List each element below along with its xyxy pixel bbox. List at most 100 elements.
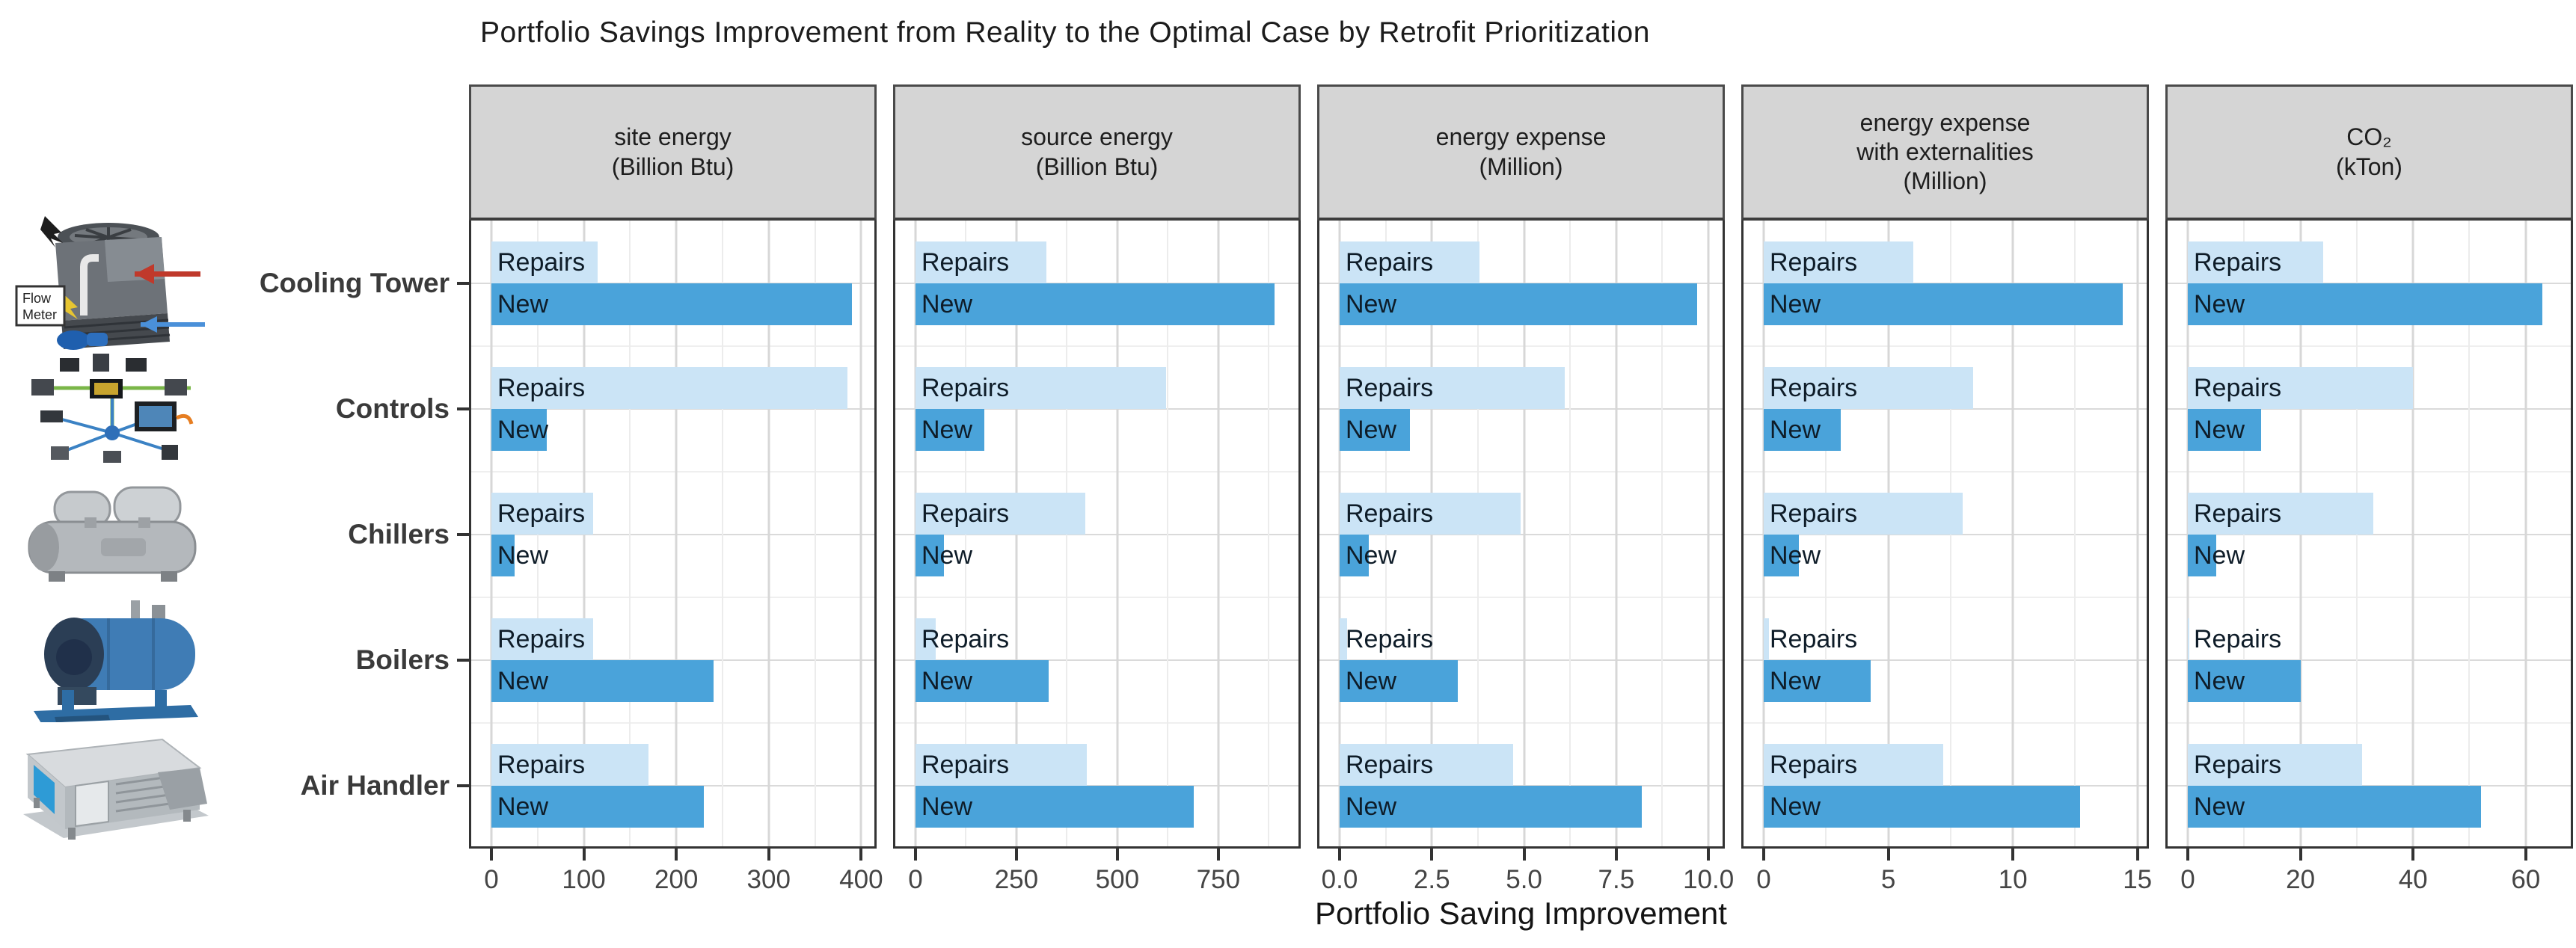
y-tick-mark [457,659,469,662]
facet-strip-header: CO₂ (kTon) [2165,84,2573,221]
x-tick-label: 20 [2286,865,2316,894]
strip-title-line: (Million) [1479,153,1563,180]
gridline-h-major [1744,534,2147,535]
bar-repairs-cooling-tower [491,241,598,283]
x-tick-label: 0 [484,865,499,894]
bar-label: Repairs [2194,751,2282,779]
x-tick-label: 10.0 [1683,865,1735,894]
bar-label: New [1770,667,1821,695]
bar-label: Repairs [497,499,586,528]
facet-2: energy expense (Million) Repairs New Repairs… [1317,84,1734,908]
bar-label: New [497,416,549,444]
x-tick-mark [2299,849,2302,861]
bar-label: New [1770,416,1821,444]
gridline-v-major [1707,221,1710,846]
gridline-v-major [2524,221,2527,846]
controls-illustration [31,354,194,463]
bar-label: New [2194,541,2245,570]
x-tick-mark [1707,849,1711,861]
bar-new-air-handler [2188,786,2481,828]
x-tick-mark [1216,849,1220,861]
bar-label: Repairs [497,374,586,402]
bar-new-controls [2188,409,2261,451]
gridline-h-minor [2168,597,2571,598]
bar-label: Repairs [921,499,1010,528]
category-row-3: Boilers [224,597,469,723]
x-tick-label: 500 [1095,865,1140,894]
category-label: Boilers [355,644,450,675]
strip-title-line: (Billion Btu) [1035,153,1159,180]
boilers-illustration [34,600,198,722]
x-axis-inner: 0 20 40 60 [2180,849,2564,908]
gridline-v-major [767,221,770,846]
bar-new-controls [1340,409,1410,451]
x-tick-mark [859,849,863,861]
x-tick-label: 60 [2511,865,2541,894]
air-handler-image [0,723,224,849]
category-row-4: Air Handler [224,723,469,849]
facet-3: energy expense with externalities (Million… [1741,84,2152,908]
gridline-h-major [895,408,1298,410]
bar-label: Repairs [2194,499,2282,528]
gridline-h-major [895,534,1298,535]
gridline-v-major [859,221,862,846]
gridline-v-major [1217,221,1220,846]
strip-title-line: CO₂ [2346,123,2392,151]
bar-new-boilers [491,660,714,702]
bar-label: Repairs [921,248,1010,277]
bar-label: Repairs [1770,751,1858,779]
bar-new-chillers [2188,535,2216,576]
bar-label: Repairs [497,248,586,277]
bar-label: New [921,667,973,695]
bar-repairs-air-handler [1340,744,1513,786]
svg-text:Meter: Meter [22,307,57,322]
strip-title-line: energy expense [1859,108,2031,136]
strip-title-line: energy expense [1435,123,1607,151]
bar-new-air-handler [1340,786,1643,828]
x-tick-label: 0 [2180,865,2195,894]
gridline-h-major [1744,408,2147,410]
bar-label: New [1770,290,1821,318]
bar-label: Repairs [1770,248,1858,277]
bar-label: Repairs [1770,499,1858,528]
gridline-h-major [2168,659,2571,661]
bar-label: New [2194,667,2245,695]
category-row-1: Controls [224,346,469,472]
x-tick-label: 5.0 [1506,865,1542,894]
gridline-h-major [2168,534,2571,535]
bar-new-cooling-tower [916,283,1275,325]
panel-plot-area: Repairs New Repairs New Repairs New Repairs New… [914,221,1292,846]
facet-strip-header: energy expense (Million) [1317,84,1725,221]
gridline-h-minor [895,471,1298,473]
bar-new-boilers [1764,660,1871,702]
bar-label: New [921,416,973,444]
bar-repairs-cooling-tower [1340,241,1480,283]
x-tick-label: 300 [746,865,791,894]
strip-title-line: with externalities [1856,138,2034,165]
y-tick-mark [457,282,469,285]
bar-label: Repairs [497,625,586,653]
x-tick-mark [1115,849,1119,861]
x-tick-mark [914,849,917,861]
bar-new-cooling-tower [1764,283,2123,325]
x-axis: 0 250 500 750 [893,849,1301,908]
facet-4: CO₂ (kTon) Repairs New Repairs New Repairs New R… [2165,84,2573,908]
x-tick-label: 750 [1196,865,1240,894]
gridline-h-major [1744,659,2147,661]
facet-panel: Repairs New Repairs New Repairs New Repairs New… [469,221,877,849]
x-axis: 0.0 2.5 5.0 7.5 10.0 [1317,849,1734,908]
bar-new-cooling-tower [1340,283,1698,325]
gridline-h-minor [471,722,874,724]
x-tick-mark [1886,849,1890,861]
x-tick-label: 0.0 [1321,865,1358,894]
panel-plot-area: Repairs New Repairs New Repairs New Repairs New… [1762,221,2140,846]
gridline-v-major [2011,221,2014,846]
x-tick-mark [582,849,586,861]
gridline-v-major [1615,221,1618,846]
bar-repairs-boilers [1340,618,1347,660]
bar-repairs-air-handler [2188,744,2363,786]
facet-panel: Repairs New Repairs New Repairs New Repairs New… [1317,221,1725,849]
gridline-h-major [1319,534,1723,535]
gridline-h-minor [1319,345,1723,347]
y-axis-labels: Cooling Tower Controls Chillers Boilers Air … [224,84,469,849]
